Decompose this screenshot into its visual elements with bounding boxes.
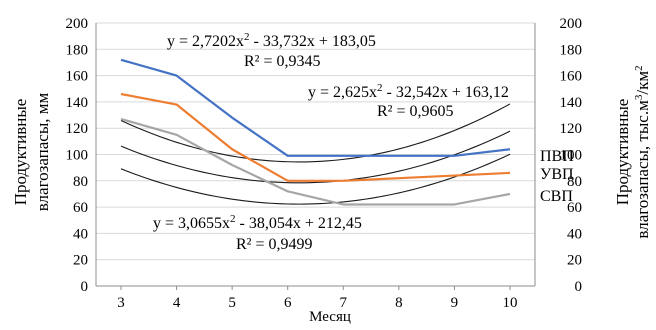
trendline-1 [120,130,511,184]
pvp-equation: y = 2,7202x2 - 33,732x + 183,05 [167,31,376,50]
y-tick-right-200: 200 [560,16,583,32]
x-tick-6: 6 [284,295,292,311]
uvp-r2: R² = 0,9605 [377,103,454,120]
trendline-3 [120,103,511,163]
x-tick-9: 9 [451,295,459,311]
y-axis-right-title-line1: Продуктивные [613,99,632,206]
y-tick-right-100: 100 [560,148,583,164]
y-tick-right-180: 180 [560,42,583,58]
y-tick-left-0: 0 [81,279,89,295]
x-tick-5: 5 [228,295,236,311]
svp-r2: R² = 0,9499 [236,236,313,253]
y-axis-right-unit-km: /км [633,71,652,95]
y-axis-left-title-line1: Продуктивные [11,99,30,206]
uvp-equation: y = 2,625x2 - 32,542x + 163,12 [308,82,509,101]
y-tick-right-120: 120 [560,121,583,137]
x-tick-3: 3 [117,295,125,311]
y-tick-left-20: 20 [73,253,88,269]
y-axis-right-sup-3: 3 [633,94,645,100]
y-tick-right-40: 40 [567,226,582,242]
x-tick-8: 8 [395,295,403,311]
y-tick-left-120: 120 [66,121,89,137]
y-tick-right-160: 160 [560,69,583,85]
axes [95,23,536,290]
trendline-2 [120,153,511,205]
series-line-1 [120,58,511,157]
trendlines [120,103,511,205]
y-tick-right-20: 20 [567,253,582,269]
y-tick-right-80: 80 [567,174,582,190]
y-tick-right-0: 0 [575,279,583,295]
y-tick-right-60: 60 [567,200,582,216]
x-tick-4: 4 [173,295,181,311]
series-label-uvp: УВП [540,166,574,183]
series-line-3 [120,117,511,206]
x-axis-title: Месяц [309,309,351,325]
x-tick-7: 7 [340,295,348,311]
y-tick-left-40: 40 [73,226,88,242]
y-tick-left-180: 180 [66,42,89,58]
y-tick-left-60: 60 [73,200,88,216]
y-tick-left-140: 140 [66,95,89,111]
series-label-pvp: ПВП [540,148,574,165]
series-line-2 [120,92,511,182]
y-axis-right-title-line2: влагозапасы, тыс.м3/км2 [633,65,652,238]
y-tick-right-140: 140 [560,95,583,111]
y-axis-right-sup-2: 2 [633,65,645,71]
tick-labels: 0 0 20 20 40 40 60 60 80 80 100 100 120 120 140 140 160 1… [66,16,583,311]
y-axis-right-unit: влагозапасы, тыс.м [633,100,652,239]
x-tick-10: 10 [502,295,517,311]
series-label-svp: СВП [540,188,573,205]
series-lines [120,58,511,206]
y-axis-left-title-line2: влагозапасы, мм [33,92,52,211]
y-tick-left-200: 200 [66,16,89,32]
pvp-r2: R² = 0,9345 [244,53,321,70]
svp-equation: y = 3,0655x2 - 38,054x + 212,45 [153,213,362,232]
y-tick-left-80: 80 [73,174,88,190]
y-tick-left-100: 100 [66,148,89,164]
y-tick-left-160: 160 [66,69,89,85]
